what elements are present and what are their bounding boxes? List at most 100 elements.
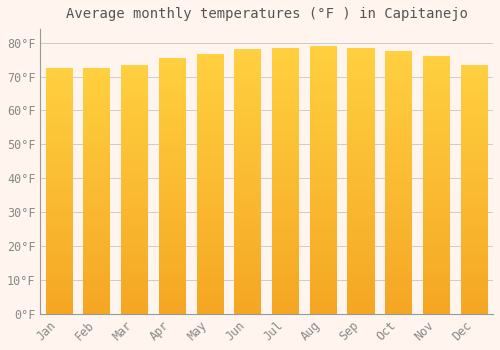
Bar — [196, 244, 224, 245]
Bar — [272, 118, 299, 120]
Bar — [348, 178, 374, 180]
Bar — [310, 132, 337, 133]
Bar — [234, 267, 262, 269]
Bar — [310, 260, 337, 262]
Bar — [159, 164, 186, 166]
Bar — [348, 237, 374, 238]
Bar — [460, 239, 488, 240]
Bar — [460, 162, 488, 163]
Bar — [159, 78, 186, 80]
Bar — [121, 76, 148, 77]
Bar — [272, 117, 299, 118]
Bar — [46, 99, 73, 100]
Bar — [348, 274, 374, 275]
Bar — [121, 279, 148, 280]
Bar — [348, 133, 374, 134]
Bar — [159, 268, 186, 269]
Bar — [84, 169, 110, 170]
Bar — [121, 126, 148, 127]
Bar — [234, 224, 262, 225]
Bar — [46, 103, 73, 104]
Bar — [385, 281, 412, 282]
Bar — [348, 146, 374, 147]
Bar — [196, 179, 224, 180]
Bar — [385, 123, 412, 125]
Bar — [310, 105, 337, 106]
Bar — [46, 110, 73, 111]
Bar — [460, 122, 488, 123]
Bar — [348, 145, 374, 146]
Bar — [423, 152, 450, 153]
Bar — [159, 252, 186, 254]
Bar — [423, 300, 450, 301]
Bar — [348, 222, 374, 223]
Bar — [385, 303, 412, 305]
Bar — [272, 299, 299, 301]
Bar — [84, 294, 110, 295]
Bar — [46, 274, 73, 276]
Bar — [234, 291, 262, 293]
Bar — [310, 224, 337, 225]
Bar — [272, 57, 299, 58]
Bar — [385, 180, 412, 181]
Bar — [310, 188, 337, 189]
Bar — [460, 194, 488, 196]
Bar — [460, 237, 488, 238]
Bar — [385, 176, 412, 177]
Bar — [385, 101, 412, 102]
Bar — [159, 176, 186, 177]
Bar — [46, 96, 73, 98]
Bar — [159, 208, 186, 209]
Bar — [46, 238, 73, 239]
Bar — [385, 251, 412, 252]
Bar — [196, 271, 224, 272]
Bar — [234, 309, 262, 310]
Bar — [46, 94, 73, 95]
Bar — [234, 241, 262, 243]
Bar — [234, 249, 262, 250]
Bar — [46, 281, 73, 282]
Bar — [272, 255, 299, 257]
Bar — [196, 175, 224, 176]
Bar — [272, 303, 299, 304]
Bar — [310, 125, 337, 126]
Bar — [196, 195, 224, 196]
Bar — [84, 295, 110, 297]
Bar — [423, 276, 450, 278]
Bar — [272, 154, 299, 155]
Bar — [348, 247, 374, 248]
Bar — [310, 191, 337, 192]
Bar — [196, 131, 224, 132]
Bar — [234, 134, 262, 135]
Bar — [121, 301, 148, 303]
Bar — [272, 241, 299, 242]
Bar — [196, 106, 224, 108]
Bar — [84, 206, 110, 207]
Bar — [310, 307, 337, 309]
Bar — [196, 75, 224, 77]
Bar — [423, 275, 450, 276]
Bar — [385, 76, 412, 77]
Bar — [234, 133, 262, 134]
Bar — [310, 82, 337, 84]
Bar — [46, 270, 73, 271]
Bar — [310, 93, 337, 94]
Bar — [385, 59, 412, 60]
Bar — [121, 224, 148, 225]
Bar — [310, 280, 337, 282]
Bar — [460, 86, 488, 87]
Bar — [159, 225, 186, 227]
Bar — [121, 88, 148, 90]
Bar — [460, 152, 488, 153]
Bar — [121, 225, 148, 227]
Bar — [310, 81, 337, 82]
Bar — [460, 183, 488, 184]
Bar — [385, 55, 412, 56]
Bar — [348, 127, 374, 129]
Bar — [84, 116, 110, 117]
Bar — [272, 209, 299, 210]
Bar — [423, 169, 450, 171]
Bar — [196, 65, 224, 66]
Bar — [310, 97, 337, 98]
Bar — [234, 289, 262, 290]
